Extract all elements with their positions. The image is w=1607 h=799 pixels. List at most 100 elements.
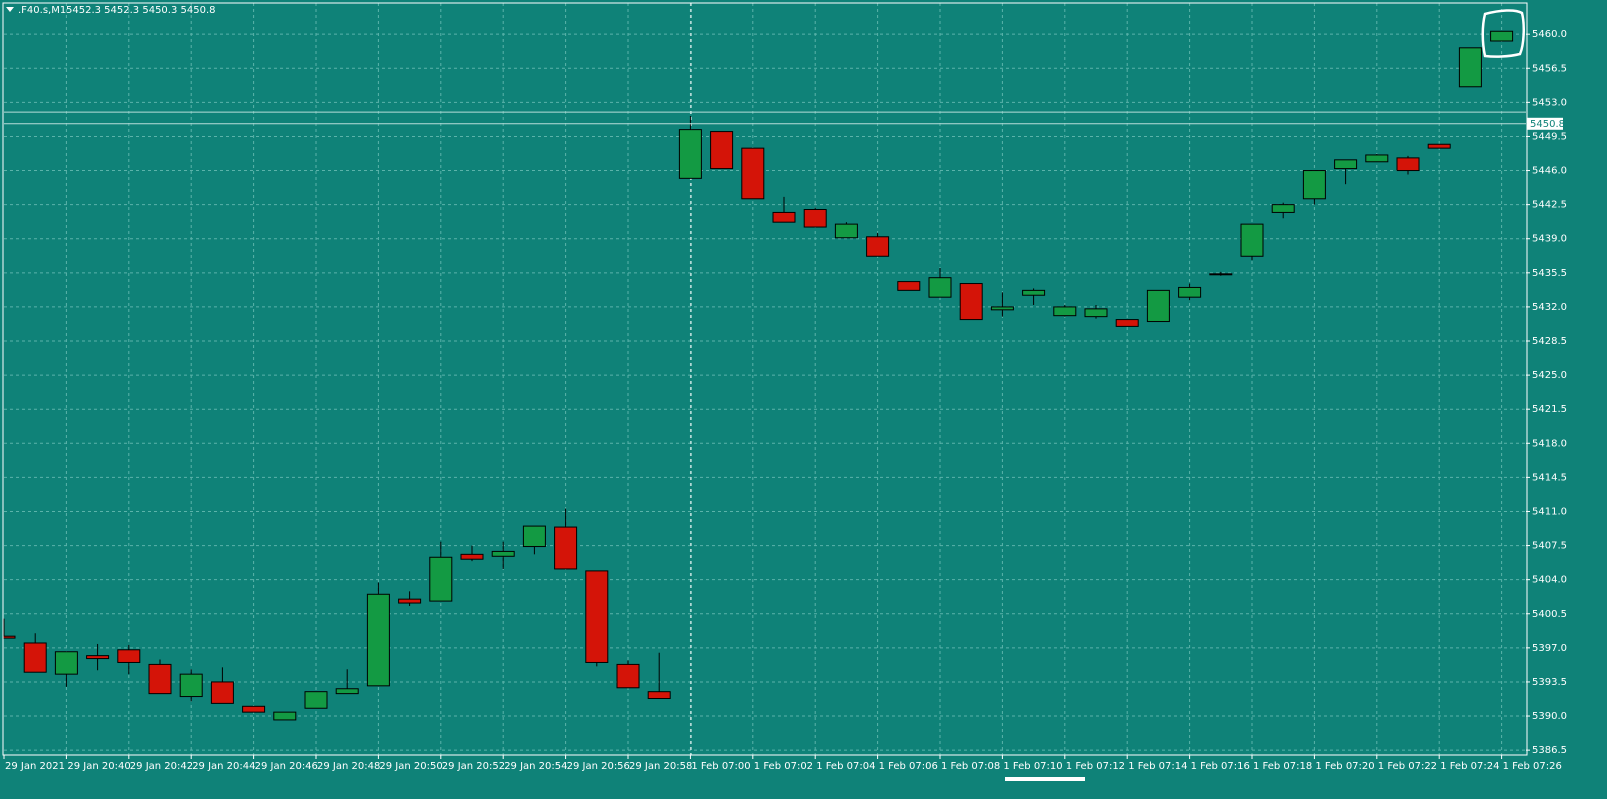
hand-drawn-highlight — [1481, 9, 1525, 58]
ohlc-label: 5452.3 5452.3 5450.3 5450.8 — [66, 5, 216, 16]
candle-body — [398, 598, 422, 604]
candle-body — [2, 635, 16, 639]
x-tick-label: 29 Jan 20:44 — [192, 761, 255, 772]
x-tick-label: 1 Feb 07:18 — [1253, 761, 1312, 772]
candle-body — [117, 649, 141, 663]
y-tick-label: 5442.5 — [1532, 200, 1567, 211]
candle-body — [1240, 223, 1264, 257]
x-tick-label: 1 Feb 07:12 — [1066, 761, 1125, 772]
y-tick-label: 5449.5 — [1532, 131, 1567, 142]
y-tick-label: 5432.0 — [1532, 302, 1567, 313]
plot-frame — [2, 2, 1528, 756]
x-tick-label: 29 Jan 20:42 — [130, 761, 193, 772]
candle-body — [897, 281, 921, 291]
candles — [2, 30, 1514, 721]
y-tick-label: 5435.5 — [1532, 268, 1567, 279]
y-tick-label: 5386.5 — [1532, 745, 1567, 756]
y-tick-label: 5411.0 — [1532, 506, 1567, 517]
x-tick-label: 29 Jan 20:52 — [442, 761, 505, 772]
x-tick-label: 1 Feb 07:02 — [754, 761, 813, 772]
candle-body — [772, 211, 796, 223]
x-tick-label: 1 Feb 07:26 — [1503, 761, 1562, 772]
candle-body — [179, 673, 203, 698]
y-tick-label: 5418.0 — [1532, 438, 1567, 449]
menu-arrow[interactable] — [6, 7, 14, 12]
x-tick-label: 1 Feb 07:14 — [1128, 761, 1187, 772]
candle-body — [834, 223, 858, 239]
candle-body — [928, 277, 952, 298]
candle-body — [990, 306, 1014, 311]
y-tick-label: 5393.5 — [1532, 677, 1567, 688]
y-tick-label: 5390.0 — [1532, 711, 1567, 722]
x-tick-label: 29 Jan 20:40 — [67, 761, 130, 772]
candle-body — [304, 691, 328, 709]
x-tick-label: 29 Jan 20:54 — [504, 761, 567, 772]
bid-label-box — [1527, 117, 1563, 130]
candle-body — [335, 688, 359, 695]
y-tick-label: 5425.0 — [1532, 370, 1567, 381]
candle-body — [273, 711, 297, 721]
candle-body — [242, 705, 266, 713]
candle-body — [366, 593, 390, 687]
x-tick-label: 29 Jan 20:48 — [317, 761, 380, 772]
y-tick-label: 5414.5 — [1532, 472, 1567, 483]
candle-body — [1271, 204, 1295, 213]
candle-body — [460, 553, 484, 560]
candle-body — [959, 283, 983, 321]
y-tick-label: 5460.0 — [1532, 29, 1567, 40]
candle-body — [23, 642, 47, 673]
candle-body — [1209, 273, 1233, 276]
scrollbar[interactable] — [1005, 777, 1085, 781]
x-tick-label: 1 Feb 07:20 — [1315, 761, 1374, 772]
y-tick-label: 5400.5 — [1532, 609, 1567, 620]
y-tick-label: 5456.5 — [1532, 63, 1567, 74]
symbol-title: .F40.s,M1 — [18, 5, 66, 16]
x-tick-label: 29 Jan 20:58 — [629, 761, 692, 772]
x-tick-label: 1 Feb 07:00 — [691, 761, 750, 772]
x-tick-label: 1 Feb 07:06 — [879, 761, 938, 772]
candle-body — [647, 691, 671, 700]
x-tick-label: 29 Jan 20:46 — [255, 761, 318, 772]
candle-body — [210, 681, 234, 704]
y-tick-label: 5446.0 — [1532, 166, 1567, 177]
candle-body — [1334, 159, 1358, 170]
x-tick-label: 1 Feb 07:22 — [1378, 761, 1437, 772]
candle-body — [1053, 306, 1077, 317]
candle-body — [1022, 289, 1046, 296]
candle-body — [1115, 319, 1139, 327]
candle-body — [616, 663, 640, 689]
x-tick-label: 1 Feb 07:10 — [1003, 761, 1062, 772]
candle-body — [54, 651, 78, 675]
candle-body — [429, 556, 453, 602]
bid-label: 5450.8 — [1530, 119, 1565, 130]
candle-body — [678, 129, 702, 179]
candle-body — [866, 236, 890, 257]
candle-body — [1178, 286, 1202, 298]
x-tick-label: 1 Feb 07:04 — [816, 761, 875, 772]
candle-body — [1302, 170, 1326, 200]
grid — [4, 3, 1526, 755]
candle-body — [86, 655, 110, 660]
y-tick-label: 5404.0 — [1532, 575, 1567, 586]
x-tick-label: 1 Feb 07:24 — [1440, 761, 1499, 772]
y-tick-label: 5397.0 — [1532, 643, 1567, 654]
y-tick-label: 5439.0 — [1532, 234, 1567, 245]
candle-body — [1427, 143, 1451, 149]
x-tick-label: 29 Jan 20:50 — [379, 761, 442, 772]
candle-body — [491, 550, 515, 557]
candle-body — [585, 570, 609, 663]
y-tick-label: 5428.5 — [1532, 336, 1567, 347]
x-tick-label: 1 Feb 07:08 — [941, 761, 1000, 772]
candle-body — [522, 525, 546, 548]
candle-body — [1458, 47, 1482, 88]
x-tick-label: 1 Feb 07:16 — [1191, 761, 1250, 772]
candle-body — [148, 663, 172, 695]
candle-body — [554, 526, 578, 570]
x-tick-label: 29 Jan 2021 — [5, 761, 65, 772]
candle-body — [741, 147, 765, 200]
candle-body — [1365, 154, 1389, 163]
y-tick-label: 5453.0 — [1532, 97, 1567, 108]
candle-body — [803, 209, 827, 228]
